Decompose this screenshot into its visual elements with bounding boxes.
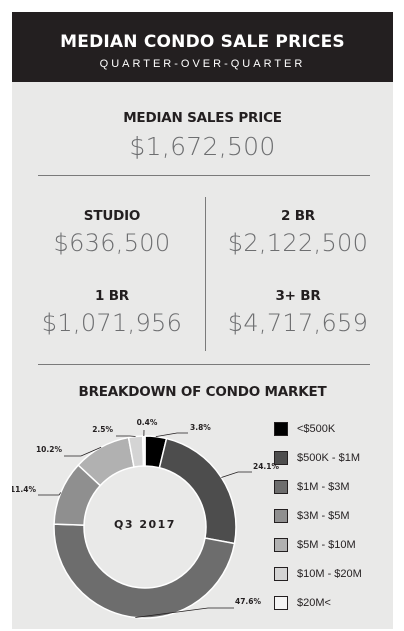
slice-percent-label: 3.8% bbox=[190, 423, 211, 432]
condo-infographic-card: MEDIAN CONDO SALE PRICES QUARTER-OVER-QU… bbox=[12, 12, 393, 629]
infographic-title: MEDIAN CONDO SALE PRICES bbox=[60, 32, 345, 52]
slice-percent-label: 11.4% bbox=[12, 485, 36, 494]
slice-leader-line bbox=[155, 432, 188, 438]
infographic-subtitle: QUARTER-OVER-QUARTER bbox=[99, 58, 306, 70]
legend-label: $10M - $20M bbox=[297, 568, 362, 580]
donut-slice bbox=[127, 435, 145, 468]
legend-label: $20M< bbox=[297, 597, 331, 609]
legend-swatch bbox=[274, 567, 288, 581]
donut-slice bbox=[141, 435, 146, 467]
slice-percent-label: 10.2% bbox=[36, 445, 63, 454]
slice-leader-line bbox=[38, 492, 62, 496]
slice-leader-line bbox=[221, 471, 252, 478]
slice-leader-line bbox=[135, 607, 234, 618]
legend-label: $5M - $10M bbox=[297, 539, 356, 551]
donut-slice bbox=[144, 435, 168, 469]
divider-bottom bbox=[38, 364, 370, 365]
studio-label: STUDIO bbox=[83, 208, 141, 224]
donut-slice bbox=[158, 437, 237, 545]
slice-percent-label: 47.6% bbox=[235, 597, 262, 606]
donut-center-label: Q3 2017 bbox=[114, 518, 176, 531]
legend-label: <$500K bbox=[297, 423, 336, 435]
donut-slice bbox=[53, 464, 102, 526]
legend-swatch bbox=[274, 538, 288, 552]
one-br-value: $1,071,956 bbox=[41, 309, 183, 337]
one-br-label: 1 BR bbox=[95, 288, 129, 304]
donut-slice bbox=[53, 523, 236, 619]
slice-percent-label: 2.5% bbox=[92, 425, 113, 434]
slice-percent-label: 0.4% bbox=[137, 418, 158, 427]
header-banner: MEDIAN CONDO SALE PRICES QUARTER-OVER-QU… bbox=[12, 12, 393, 82]
divider-vertical bbox=[205, 197, 206, 351]
legend-swatch bbox=[274, 422, 288, 436]
legend-swatch bbox=[274, 480, 288, 494]
median-sales-label: MEDIAN SALES PRICE bbox=[123, 110, 282, 126]
three-plus-br-label: 3+ BR bbox=[275, 288, 321, 304]
studio-value: $636,500 bbox=[53, 229, 171, 257]
legend-swatch bbox=[274, 451, 288, 465]
two-br-value: $2,122,500 bbox=[227, 229, 369, 257]
two-br-label: 2 BR bbox=[281, 208, 315, 224]
legend-label: $3M - $5M bbox=[297, 510, 350, 522]
breakdown-title: BREAKDOWN OF CONDO MARKET bbox=[78, 384, 327, 400]
divider-top bbox=[38, 175, 370, 176]
legend-label: $1M - $3M bbox=[297, 481, 350, 493]
median-sales-value: $1,672,500 bbox=[129, 132, 276, 161]
legend-swatch bbox=[274, 509, 288, 523]
donut-slice bbox=[77, 436, 135, 487]
three-plus-br-value: $4,717,659 bbox=[227, 309, 369, 337]
slice-leader-line bbox=[64, 446, 102, 457]
legend-label: $500K - $1M bbox=[297, 452, 360, 464]
legend-swatch bbox=[274, 596, 288, 610]
